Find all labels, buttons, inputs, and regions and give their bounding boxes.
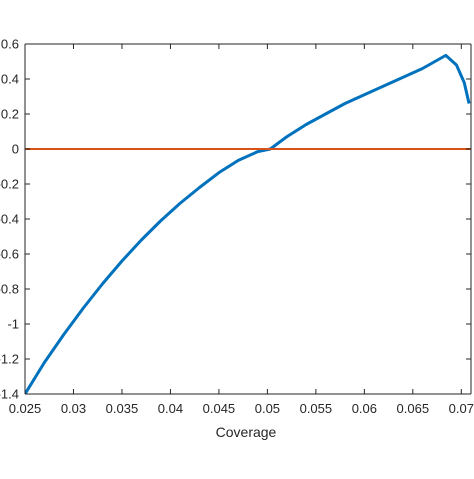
x-tick-label: 0.06 — [352, 401, 377, 416]
plot-area — [25, 44, 471, 394]
y-tick-label: -1 — [7, 317, 19, 332]
x-tick-label: 0.025 — [9, 401, 42, 416]
tick-marks — [24, 43, 471, 395]
y-tick-labels: 0.6 0.4 0.2 0 -0.2 -0.4 -0.6 -0.8 -1 -1.2 -1.4 — [0, 37, 19, 402]
x-axis-label: Coverage — [216, 424, 277, 440]
y-tick-label: -1.4 — [0, 387, 19, 402]
y-tick-label: -1.2 — [0, 352, 19, 367]
x-tick-label: 0.04 — [158, 401, 183, 416]
y-tick-label: -0.4 — [0, 212, 19, 227]
y-tick-label: 0.2 — [1, 107, 19, 122]
y-tick-label: -0.6 — [0, 247, 19, 262]
x-tick-label: 0.03 — [61, 401, 86, 416]
x-tick-label: 0.035 — [106, 401, 139, 416]
x-tick-label: 0.07 — [449, 401, 474, 416]
series-line-1 — [25, 53, 471, 394]
x-tick-label: 0.045 — [203, 401, 236, 416]
plot-background — [25, 44, 471, 394]
x-tick-label: 0.065 — [397, 401, 430, 416]
y-tick-label: 0.4 — [1, 72, 19, 87]
x-tick-label: 0.055 — [300, 401, 333, 416]
x-tick-labels: 0.025 0.03 0.035 0.04 0.045 0.05 0.055 0.06 0.06… — [9, 401, 474, 416]
y-tick-label: 0.6 — [1, 37, 19, 52]
y-tick-label: -0.2 — [0, 177, 19, 192]
series-layer — [25, 53, 471, 394]
x-tick-label: 0.05 — [255, 401, 280, 416]
y-tick-label: -0.8 — [0, 282, 19, 297]
y-tick-label: 0 — [12, 142, 19, 157]
